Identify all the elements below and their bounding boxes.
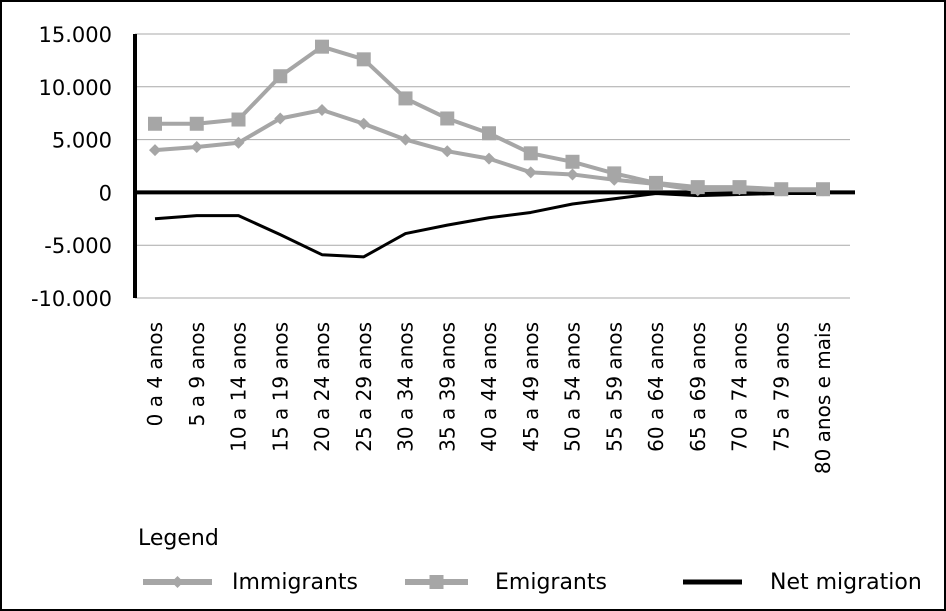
legend-item: Emigrants: [405, 570, 607, 595]
legend-label: Emigrants: [495, 570, 607, 595]
data-point-square: [816, 182, 830, 197]
data-point-square: [774, 182, 789, 197]
x-category-label: 70 a 74 anos: [728, 322, 752, 452]
x-category-label: 5 a 9 anos: [185, 322, 209, 426]
data-point-diamond: [566, 168, 579, 181]
x-category-label: 75 a 79 anos: [769, 322, 793, 452]
data-point-square: [356, 52, 371, 67]
data-point-diamond: [483, 152, 495, 165]
data-point-diamond: [232, 136, 245, 149]
legend-title: Legend: [138, 526, 219, 551]
data-point-square: [398, 91, 413, 106]
data-point-square: [607, 166, 622, 181]
x-category-label: 65 a 69 anos: [686, 322, 710, 452]
data-point-diamond: [274, 112, 287, 125]
y-tick-label: 10.000: [39, 76, 112, 100]
series-net-migration: [154, 191, 823, 259]
x-category-label: 10 a 14 anos: [227, 322, 251, 452]
y-tick-label: -5.000: [44, 234, 112, 258]
data-point-diamond: [357, 117, 370, 130]
legend-label: Immigrants: [232, 570, 358, 595]
x-category-label: 80 anos e mais: [811, 322, 835, 474]
data-point-diamond: [149, 144, 161, 157]
data-point-square: [440, 111, 455, 126]
x-category-label: 25 a 29 anos: [352, 322, 376, 452]
x-category-label: 40 a 44 anos: [477, 322, 501, 452]
data-point-square: [732, 180, 747, 195]
y-tick-label: -10.000: [31, 287, 112, 311]
y-axis-ticks: 15.000 10.000 5.000 0 -5.000 -10.000: [31, 23, 112, 311]
x-category-label: 60 a 64 anos: [644, 322, 668, 452]
gridlines: [135, 33, 850, 299]
axes: [133, 34, 855, 298]
x-category-label: 45 a 49 anos: [519, 322, 543, 452]
series-line: [154, 108, 823, 193]
data-point-diamond: [441, 145, 454, 158]
data-point-square: [482, 126, 496, 141]
series-line: [155, 44, 823, 192]
y-tick-label: 0: [99, 181, 112, 205]
x-category-label: 0 a 4 anos: [143, 322, 167, 426]
data-point-square: [231, 112, 246, 127]
data-point-square: [315, 39, 329, 54]
x-category-label: 20 a 24 anos: [310, 322, 334, 452]
legend-item: Immigrants: [143, 570, 358, 595]
data-point-square: [523, 146, 538, 161]
legend-item: Net migration: [683, 570, 922, 595]
legend: Legend Immigrants Emigrants Net migration: [138, 526, 922, 595]
data-point-square: [565, 154, 580, 169]
x-category-label: 35 a 39 anos: [435, 322, 459, 452]
data-point-diamond: [190, 140, 203, 153]
legend-label: Net migration: [770, 570, 922, 595]
series-line: [154, 191, 823, 259]
series-emigrants: [148, 39, 830, 197]
data-point-square: [148, 116, 162, 131]
data-point-square: [189, 116, 204, 131]
data-point-square: [649, 175, 663, 190]
y-tick-label: 15.000: [39, 23, 112, 47]
x-category-label: 15 a 19 anos: [268, 322, 292, 452]
data-point-diamond: [316, 104, 328, 117]
x-axis-categories: 0 a 4 anos 5 a 9 anos 10 a 14 anos 15 a 19 …: [143, 322, 835, 474]
legend-marker: [171, 576, 184, 588]
data-point-square: [690, 180, 705, 195]
x-category-label: 30 a 34 anos: [394, 322, 418, 452]
y-tick-label: 5.000: [52, 129, 112, 153]
x-category-label: 50 a 54 anos: [561, 322, 585, 452]
series-group: [148, 39, 830, 259]
data-point-square: [273, 69, 288, 84]
legend-marker: [429, 575, 444, 589]
series-immigrants: [149, 104, 829, 197]
data-point-diamond: [524, 166, 537, 179]
x-category-label: 55 a 59 anos: [602, 322, 626, 452]
data-point-diamond: [399, 133, 412, 146]
